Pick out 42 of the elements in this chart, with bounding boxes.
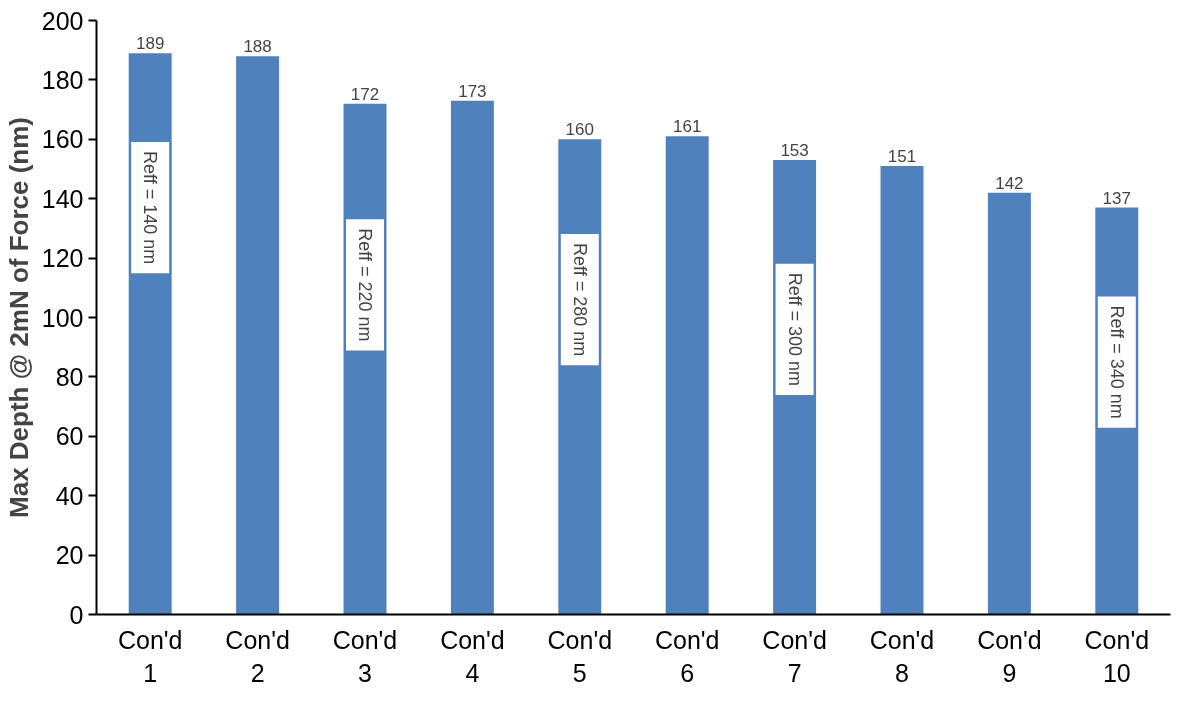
data-label: 172 [350, 84, 380, 104]
bar [880, 166, 924, 615]
data-label: 151 [887, 147, 917, 167]
y-tick-label: 180 [41, 65, 84, 94]
x-tick-label: Con'd 2 [225, 625, 290, 688]
y-axis-title: Max Depth @ 2mN of Force (nm) [3, 117, 34, 518]
x-tick-label: Con'd 10 [1084, 625, 1150, 688]
y-tick-label: 20 [55, 541, 84, 570]
y-tick-label: 100 [41, 303, 84, 332]
data-label: 142 [995, 173, 1024, 193]
x-tick-label: Con'd 6 [654, 625, 720, 688]
bar [665, 136, 709, 615]
annotation: Reff = 280 nm [569, 243, 590, 357]
y-tick-label: 200 [41, 6, 84, 35]
y-tick-label: 80 [55, 362, 84, 391]
annotation: Reff = 340 nm [1106, 305, 1127, 419]
data-label: 153 [780, 141, 809, 161]
data-label: 188 [243, 37, 272, 57]
data-label: 161 [673, 117, 702, 137]
annotation: Reff = 220 nm [355, 228, 375, 342]
data-label: 173 [458, 81, 487, 101]
annotation: Reff = 300 nm [784, 272, 805, 387]
y-tick-label: 160 [41, 125, 84, 154]
data-label: 160 [565, 120, 594, 140]
bar [987, 192, 1031, 615]
x-tick-label: Con'd 8 [869, 625, 935, 688]
y-tick-label: 0 [69, 600, 84, 629]
data-label: 189 [136, 34, 165, 54]
y-tick-label: 60 [55, 422, 84, 451]
x-tick-label: Con'd 3 [332, 625, 398, 688]
annotation: Reff = 140 nm [140, 150, 161, 265]
x-tick-label: Con'd 4 [440, 625, 505, 688]
x-tick-label: Con'd 5 [547, 625, 613, 688]
bar [450, 100, 494, 615]
data-label: 137 [1102, 188, 1131, 208]
bar [236, 56, 280, 615]
x-tick-label: Con'd 7 [762, 625, 827, 688]
y-tick-label: 120 [41, 244, 84, 273]
x-tick-label: Con'd 9 [977, 625, 1042, 688]
y-tick-label: 140 [41, 184, 84, 213]
x-tick-label: Con'd 1 [117, 625, 183, 688]
y-tick-label: 40 [55, 481, 84, 510]
